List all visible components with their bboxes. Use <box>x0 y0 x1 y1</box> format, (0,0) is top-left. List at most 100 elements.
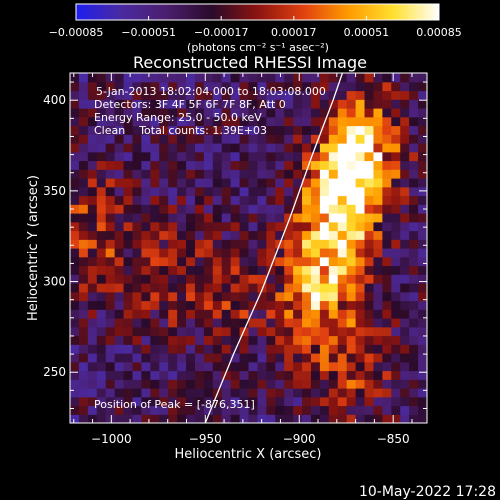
heatmap-cell <box>132 248 142 258</box>
heatmap-cell <box>239 116 250 127</box>
heatmap-cell <box>203 248 214 258</box>
heatmap-cell <box>418 274 427 284</box>
heatmap-cell <box>168 379 178 389</box>
heatmap-cell <box>373 291 383 302</box>
heatmap-cell <box>257 353 267 363</box>
heatmap-cell <box>418 108 427 118</box>
heatmap-cell <box>257 256 267 267</box>
heatmap-cell <box>194 248 205 258</box>
heatmap-cell <box>293 396 303 407</box>
heatmap-cell <box>310 309 321 319</box>
heatmap-cell <box>364 414 375 423</box>
heatmap-cell <box>248 353 259 363</box>
heatmap-cell <box>123 344 134 354</box>
heatmap-cell <box>391 248 401 258</box>
heatmap-cell <box>221 151 232 162</box>
heatmap-cell <box>275 283 285 293</box>
heatmap-cell <box>177 326 187 337</box>
heatmap-cell <box>337 396 348 407</box>
heatmap-cell <box>310 300 321 310</box>
heatmap-cell <box>400 353 410 363</box>
heatmap-cell <box>328 195 339 205</box>
heatmap-cell <box>203 90 214 100</box>
heatmap-cell <box>150 370 160 380</box>
heatmap-cell <box>418 379 427 389</box>
y-axis-label: Heliocentric Y (arcsec) <box>26 175 41 321</box>
heatmap-cell <box>96 134 107 144</box>
heatmap-cell <box>96 265 107 275</box>
heatmap-cell <box>168 353 178 363</box>
heatmap-cell <box>141 344 151 354</box>
heatmap-cell <box>168 291 178 302</box>
heatmap-cell <box>310 221 321 232</box>
heatmap-cell <box>70 143 80 153</box>
heatmap-cell <box>114 195 125 205</box>
heatmap-cell <box>319 370 330 380</box>
heatmap-cells <box>70 73 427 423</box>
heatmap-cell <box>132 396 142 407</box>
heatmap-cell <box>409 73 419 83</box>
heatmap-cell <box>266 318 276 328</box>
heatmap-cell <box>293 151 303 162</box>
heatmap-cell <box>346 291 357 302</box>
heatmap-cell <box>328 213 339 223</box>
heatmap-cell <box>78 160 89 170</box>
heatmap-cell <box>203 134 214 144</box>
heatmap-cell <box>284 204 294 214</box>
heatmap-cell <box>123 335 134 345</box>
heatmap-cell <box>168 230 178 240</box>
heatmap-cell <box>310 213 321 223</box>
heatmap-cell <box>364 160 375 170</box>
heatmap-cell <box>221 388 232 398</box>
heatmap-cell <box>230 134 241 144</box>
heatmap-cell <box>150 204 160 214</box>
heatmap-cell <box>78 318 89 328</box>
heatmap-cell <box>373 353 383 363</box>
heatmap-cell <box>177 414 187 423</box>
heatmap-cell <box>355 204 366 214</box>
heatmap-cell <box>328 353 339 363</box>
heatmap-cell <box>391 108 401 118</box>
heatmap-cell <box>230 300 241 310</box>
heatmap-cell <box>239 309 250 319</box>
colorbar: −0.00085 −0.00051 −0.00017 0.00017 0.00051 0.… <box>49 3 462 54</box>
heatmap-cell <box>239 204 250 214</box>
heatmap-cell <box>400 213 410 223</box>
heatmap-cell <box>257 344 267 354</box>
heatmap-cell <box>78 379 89 389</box>
heatmap-cell <box>337 265 348 275</box>
heatmap-cell <box>337 248 348 258</box>
heatmap-cell <box>355 169 366 179</box>
heatmap-cell <box>203 213 214 223</box>
heatmap-cell <box>346 318 357 328</box>
heatmap-cell <box>96 221 107 232</box>
heatmap-cell <box>177 73 187 83</box>
heatmap-cell <box>203 160 214 170</box>
heatmap-cell <box>105 73 116 83</box>
heatmap-cell <box>132 108 142 118</box>
heatmap-cell <box>248 125 259 135</box>
heatmap-cell <box>418 160 427 170</box>
heatmap-cell <box>150 134 160 144</box>
heatmap-cell <box>150 151 160 162</box>
heatmap-cell <box>70 414 80 423</box>
heatmap-cell <box>96 143 107 153</box>
heatmap-cell <box>168 344 178 354</box>
heatmap-cell <box>346 239 357 249</box>
heatmap-cell <box>132 186 142 197</box>
heatmap-cell <box>275 125 285 135</box>
heatmap-cell <box>194 178 205 188</box>
heatmap-cell <box>114 151 125 162</box>
heatmap-cell <box>400 309 410 319</box>
heatmap-cell <box>400 291 410 302</box>
heatmap-cell <box>203 204 214 214</box>
heatmap-cell <box>96 379 107 389</box>
heatmap-cell <box>221 108 232 118</box>
heatmap-cell <box>293 90 303 100</box>
heatmap-cell <box>168 335 178 345</box>
heatmap-cell <box>141 239 151 249</box>
heatmap-cell <box>346 221 357 232</box>
heatmap-cell <box>302 204 312 214</box>
heatmap-cell <box>150 344 160 354</box>
heatmap-cell <box>275 344 285 354</box>
